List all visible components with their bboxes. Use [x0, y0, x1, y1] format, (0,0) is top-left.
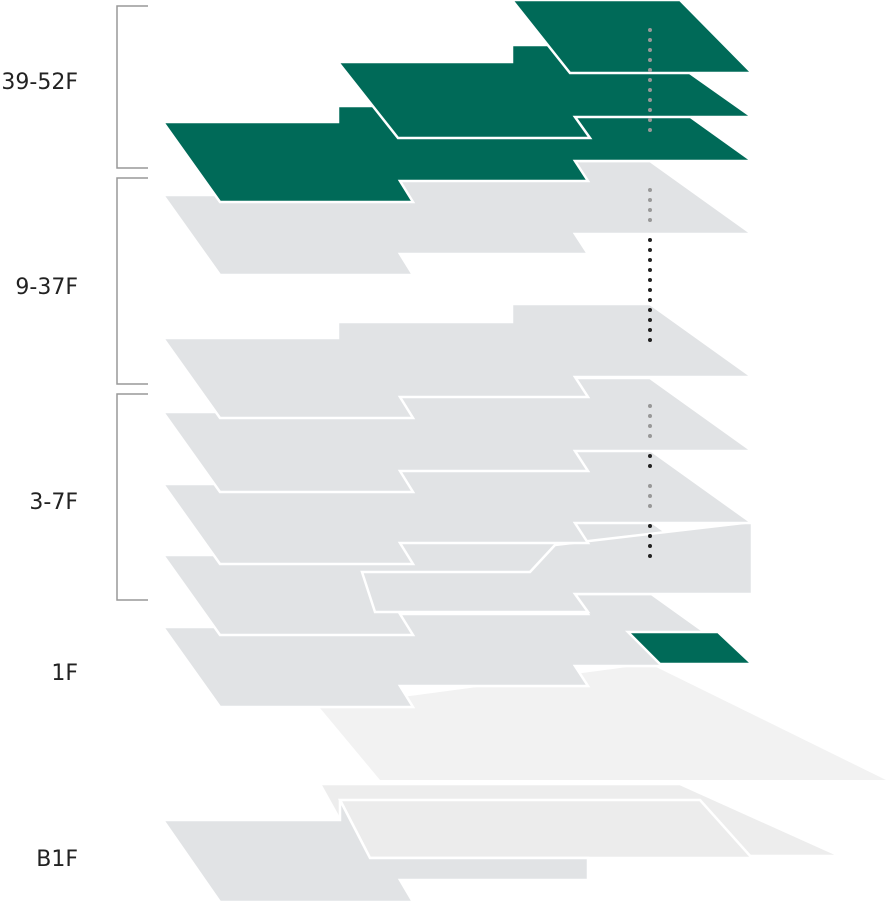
brackets [116, 5, 148, 601]
floor-label: 39-52F [1, 70, 78, 95]
floor-shapes [160, 0, 886, 902]
floor-label: B1F [36, 847, 78, 872]
floor-label: 9-37F [15, 275, 78, 300]
floor-label: 3-7F [29, 490, 78, 515]
floor-label: 1F [51, 661, 78, 686]
